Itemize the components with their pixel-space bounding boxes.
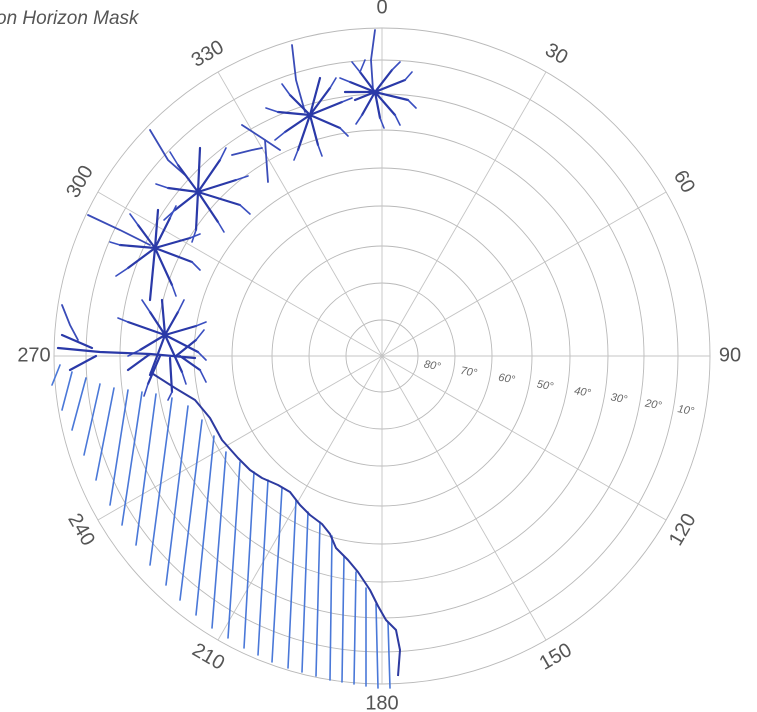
elevation-label-2: 60° bbox=[497, 372, 516, 387]
azimuth-label-300: 300 bbox=[62, 162, 98, 202]
azimuth-spoke bbox=[217, 71, 383, 357]
mask-hatch-stroke bbox=[353, 571, 357, 685]
azimuth-label-240: 240 bbox=[63, 510, 99, 550]
azimuth-label-150: 150 bbox=[536, 639, 576, 675]
azimuth-label-60: 60 bbox=[669, 167, 699, 197]
tree-295 bbox=[87, 205, 201, 302]
mask-hatch-stroke bbox=[149, 397, 173, 566]
mask-hatch-stroke bbox=[83, 383, 101, 456]
azimuth-spoke bbox=[381, 355, 547, 641]
mask-hatch-stroke bbox=[329, 535, 333, 681]
elevation-label-4: 40° bbox=[573, 385, 592, 400]
horizon-mask-hatching bbox=[51, 364, 391, 689]
azimuth-spoke bbox=[381, 191, 667, 357]
mask-hatch-stroke bbox=[341, 555, 345, 683]
mask-hatch-stroke bbox=[387, 621, 391, 689]
mask-hatch-stroke bbox=[301, 511, 309, 673]
elevation-label-0: 80° bbox=[423, 358, 442, 373]
mask-hatch-stroke bbox=[179, 419, 203, 601]
mask-hatch-stroke bbox=[243, 471, 255, 649]
azimuth-label-30: 30 bbox=[541, 39, 571, 69]
azimuth-label-270: 270 bbox=[17, 344, 50, 366]
mask-hatch-stroke bbox=[195, 435, 215, 616]
azimuth-label-0: 0 bbox=[376, 0, 387, 18]
mask-hatch-stroke bbox=[135, 393, 157, 546]
mask-hatch-stroke bbox=[165, 405, 189, 586]
azimuth-spoke bbox=[381, 355, 667, 521]
mask-hatch-stroke bbox=[61, 371, 73, 411]
elevation-label-1: 70° bbox=[459, 365, 478, 380]
azimuth-label-180: 180 bbox=[365, 692, 398, 712]
mask-hatch-stroke bbox=[257, 479, 269, 656]
azimuth-spoke bbox=[217, 355, 383, 641]
elevation-labels: 80° 70° 60° 50° 40° 30° 20° 10° bbox=[423, 358, 696, 418]
azimuth-spoke bbox=[381, 71, 547, 357]
elevation-label-7: 10° bbox=[677, 403, 696, 418]
mask-hatch-stroke bbox=[95, 387, 115, 481]
tree-310 bbox=[149, 129, 263, 243]
mask-hatch-stroke bbox=[109, 389, 129, 506]
mask-hatch-stroke bbox=[315, 521, 321, 677]
mask-boundary-line bbox=[149, 371, 401, 677]
mask-hatch-stroke bbox=[51, 364, 61, 386]
elevation-label-6: 20° bbox=[643, 397, 663, 412]
chart-title: on Horizon Mask bbox=[0, 8, 139, 29]
elevation-label-5: 30° bbox=[610, 391, 629, 406]
mask-hatch-stroke bbox=[271, 487, 283, 663]
polar-grid bbox=[53, 27, 711, 685]
elevation-label-3: 50° bbox=[536, 378, 555, 393]
azimuth-label-330: 330 bbox=[188, 36, 228, 72]
azimuth-label-90: 90 bbox=[719, 344, 741, 366]
azimuth-spoke bbox=[97, 355, 383, 521]
azimuth-label-210: 210 bbox=[188, 639, 228, 675]
tree-0 bbox=[339, 29, 417, 129]
mask-hatch-stroke bbox=[227, 461, 241, 639]
azimuth-label-120: 120 bbox=[665, 510, 701, 550]
mask-hatch-stroke bbox=[71, 377, 87, 431]
mask-hatch-stroke bbox=[211, 451, 227, 629]
mask-hatch-stroke bbox=[287, 499, 297, 669]
mask-hatch-stroke bbox=[121, 391, 143, 526]
mask-hatch-stroke bbox=[375, 603, 379, 689]
azimuth-spoke bbox=[97, 191, 383, 357]
tree-335 bbox=[241, 44, 353, 183]
tree-270 bbox=[56, 304, 207, 401]
